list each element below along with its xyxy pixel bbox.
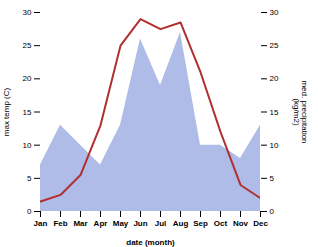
svg-text:Aug: Aug: [173, 219, 189, 228]
svg-text:15: 15: [270, 108, 279, 117]
svg-text:25: 25: [270, 41, 279, 50]
svg-text:Nov: Nov: [233, 219, 249, 228]
svg-text:Oct: Oct: [214, 219, 228, 228]
svg-text:Jan: Jan: [34, 219, 48, 228]
svg-text:10: 10: [23, 141, 32, 150]
svg-text:Feb: Feb: [53, 219, 67, 228]
svg-text:30: 30: [270, 8, 279, 17]
svg-text:med. precipitation(kg/m2): med. precipitation(kg/m2): [292, 80, 309, 143]
svg-text:Jun: Jun: [133, 219, 147, 228]
svg-text:15: 15: [23, 108, 32, 117]
svg-text:5: 5: [27, 174, 32, 183]
svg-text:25: 25: [23, 41, 32, 50]
svg-text:5: 5: [270, 174, 275, 183]
svg-text:May: May: [113, 219, 129, 228]
svg-text:0: 0: [270, 207, 275, 216]
svg-text:20: 20: [23, 74, 32, 83]
svg-text:Mar: Mar: [73, 219, 87, 228]
svg-text:30: 30: [23, 8, 32, 17]
svg-text:20: 20: [270, 74, 279, 83]
svg-text:Sep: Sep: [193, 219, 208, 228]
svg-text:Jul: Jul: [155, 219, 167, 228]
svg-text:max temp (C): max temp (C): [2, 87, 11, 136]
svg-text:Dec: Dec: [253, 219, 268, 228]
svg-text:date (month): date (month): [126, 238, 175, 247]
svg-text:Apr: Apr: [94, 219, 108, 228]
svg-text:10: 10: [270, 141, 279, 150]
svg-text:0: 0: [27, 207, 32, 216]
